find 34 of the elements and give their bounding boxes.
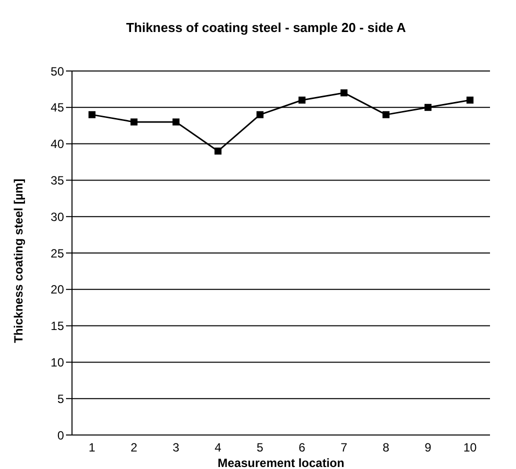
y-tick-label: 40: [50, 137, 64, 152]
x-tick-label: 7: [340, 440, 348, 455]
y-tick-label: 30: [50, 210, 64, 224]
x-tick-label: 3: [172, 440, 180, 455]
x-tick-label: 5: [256, 440, 264, 455]
y-tick-label: 0: [57, 428, 64, 442]
y-axis-title: Thickness coating steel [µm]: [11, 178, 26, 343]
point: [130, 118, 138, 126]
point: [466, 96, 474, 104]
y-tick-label: 15: [50, 319, 64, 334]
point: [214, 148, 222, 155]
point: [298, 96, 306, 104]
y-tick-label: 5: [57, 392, 64, 406]
x-tick-label: 2: [130, 440, 138, 455]
y-tick-label: 10: [50, 355, 64, 370]
point: [256, 111, 264, 118]
x-tick-label: 4: [214, 440, 222, 455]
point: [340, 89, 348, 96]
point: [382, 111, 390, 118]
x-tick-label: 1: [88, 440, 96, 455]
x-tick-label: 6: [298, 440, 306, 455]
x-axis-title: Measurement location: [218, 456, 344, 469]
y-tick-label: 50: [50, 64, 64, 78]
x-tick-label: 9: [424, 440, 432, 455]
point: [88, 111, 96, 118]
x-tick-label: 10: [463, 440, 477, 455]
point: [172, 118, 180, 126]
y-tick-label: 35: [50, 173, 64, 188]
y-tick-label: 45: [50, 100, 64, 115]
x-tick-label: 8: [382, 440, 390, 455]
y-tick-label: 20: [50, 282, 64, 297]
point: [424, 104, 432, 111]
y-tick-label: 25: [50, 246, 64, 260]
chart-title: Thikness of coating steel - sample 20 - side A: [125, 20, 407, 35]
